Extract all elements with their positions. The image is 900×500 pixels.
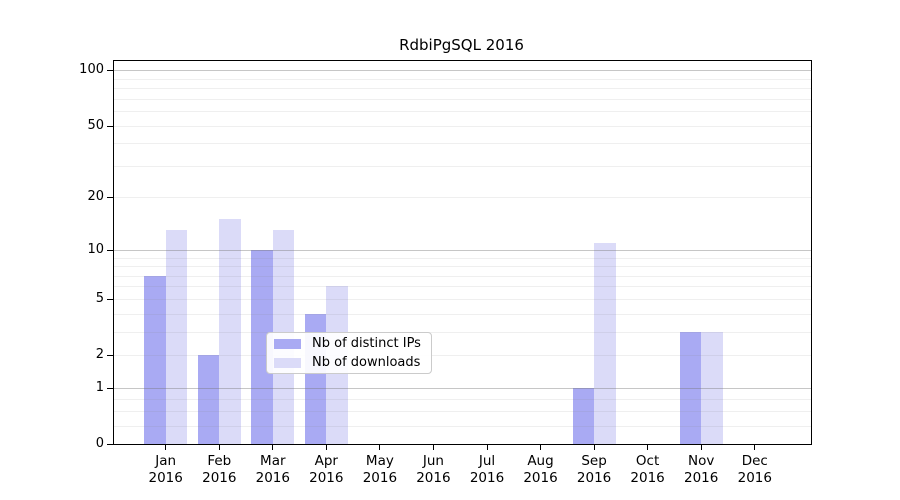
x-tick-label: Apr 2016 xyxy=(309,453,344,486)
y-tick-mark xyxy=(107,126,114,127)
minor-gridline xyxy=(114,355,811,356)
minor-gridline xyxy=(114,99,811,100)
legend-item: Nb of distinct IPs xyxy=(274,334,431,353)
y-tick-label: 50 xyxy=(87,118,104,133)
minor-gridline xyxy=(114,332,811,333)
x-tick-label: Feb 2016 xyxy=(202,453,237,486)
x-tick-label: Mar 2016 xyxy=(255,453,290,486)
x-tick-mark xyxy=(432,445,434,450)
minor-gridline xyxy=(114,314,811,315)
y-tick-label: 100 xyxy=(79,62,104,77)
bar-distinct-ips xyxy=(144,275,166,444)
x-tick-mark xyxy=(593,445,595,450)
x-tick-label: Sep 2016 xyxy=(576,453,612,486)
minor-gridline xyxy=(114,266,811,267)
bar-downloads xyxy=(165,230,188,444)
major-gridline xyxy=(114,388,811,389)
y-tick-label: 1 xyxy=(95,380,104,395)
bar-downloads xyxy=(219,219,241,444)
x-tick-mark xyxy=(272,445,274,450)
x-tick-label: Aug 2016 xyxy=(523,453,558,486)
legend-label: Nb of downloads xyxy=(312,354,421,370)
minor-gridline xyxy=(114,276,811,277)
x-tick-label: Jan 2016 xyxy=(148,453,183,486)
legend: Nb of distinct IPs Nb of downloads xyxy=(266,332,432,374)
x-tick-mark xyxy=(647,445,649,450)
x-tick-mark xyxy=(754,445,756,450)
minor-gridline xyxy=(114,143,811,144)
minor-gridline xyxy=(114,166,811,167)
x-tick-label: Nov 2016 xyxy=(684,453,719,486)
minor-gridline xyxy=(114,286,811,287)
x-tick-mark xyxy=(379,445,381,450)
y-tick-label: 20 xyxy=(87,189,104,204)
y-tick-label: 2 xyxy=(95,347,104,362)
bar-downloads xyxy=(701,331,723,444)
major-gridline xyxy=(114,250,811,251)
plot-area: 0 1 2 5 10 20 50 100 Jan 2016 Feb 2016 Mar 2016 Apr… xyxy=(79,60,812,486)
minor-gridline xyxy=(114,299,811,300)
x-tick-mark xyxy=(325,445,327,450)
minor-gridline xyxy=(114,88,811,89)
bar-distinct-ips xyxy=(197,355,220,444)
bar-downloads xyxy=(594,242,616,444)
y-tick-label: 5 xyxy=(95,291,104,306)
y-tick-mark xyxy=(107,197,114,198)
y-tick-mark xyxy=(107,70,114,71)
minor-gridline xyxy=(114,197,811,198)
minor-gridline xyxy=(114,399,811,400)
bar-distinct-ips xyxy=(251,249,273,444)
bar-distinct-ips xyxy=(572,387,595,444)
x-tick-mark xyxy=(218,445,220,450)
minor-gridline xyxy=(114,258,811,259)
minor-gridline xyxy=(114,111,811,112)
chart-title: RdbiPgSQL 2016 xyxy=(399,36,524,54)
x-tick-label: May 2016 xyxy=(362,453,398,486)
y-tick-mark xyxy=(107,444,114,445)
x-tick-label: Jul 2016 xyxy=(469,453,505,486)
x-tick-label: Dec 2016 xyxy=(737,453,772,486)
y-tick-label: 0 xyxy=(95,436,104,451)
y-tick-mark xyxy=(107,299,114,300)
x-tick-label: Oct 2016 xyxy=(630,453,665,486)
legend-swatch-distinct-ips xyxy=(274,338,301,349)
major-gridline xyxy=(114,70,811,71)
y-tick-mark xyxy=(107,388,114,389)
legend-swatch-downloads xyxy=(274,357,301,368)
x-tick-label: Jun 2016 xyxy=(416,453,451,486)
x-tick-mark xyxy=(540,445,541,450)
minor-gridline xyxy=(114,79,811,80)
y-tick-label: 10 xyxy=(87,242,104,257)
minor-gridline xyxy=(114,426,811,427)
y-tick-mark xyxy=(107,250,114,251)
x-tick-mark xyxy=(165,445,167,450)
legend-item: Nb of downloads xyxy=(274,353,431,372)
x-tick-mark xyxy=(700,445,702,450)
x-tick-mark xyxy=(486,445,488,450)
minor-gridline xyxy=(114,411,811,412)
y-tick-mark xyxy=(107,355,114,356)
minor-gridline xyxy=(114,126,811,127)
bar-distinct-ips xyxy=(679,331,702,444)
legend-label: Nb of distinct IPs xyxy=(312,335,421,351)
